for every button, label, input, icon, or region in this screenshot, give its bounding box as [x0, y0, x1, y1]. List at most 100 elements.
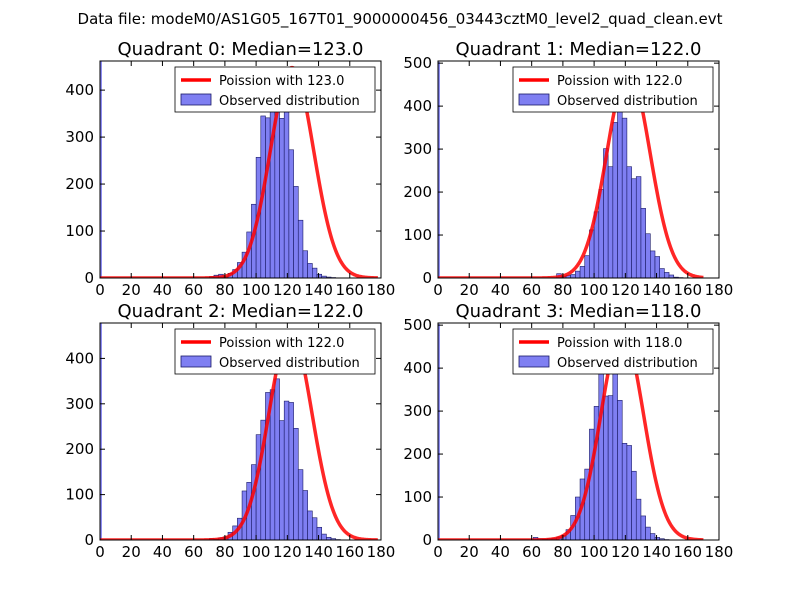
plot-area [438, 61, 705, 278]
x-tick-label: 100 [580, 543, 609, 561]
y-tick-label: 100 [65, 486, 94, 504]
legend-label-observed: Observed distribution [219, 94, 360, 109]
histogram-bar [635, 498, 642, 540]
histogram-bar [621, 117, 628, 278]
histogram-bar [607, 166, 614, 278]
histogram-bar [316, 526, 322, 540]
axes-frame [99, 60, 382, 279]
x-tick-label: 0 [433, 281, 443, 299]
poisson-curve [100, 65, 379, 278]
histogram-bar [293, 186, 299, 278]
histogram-bar [274, 378, 280, 540]
zero-bin-bar [438, 323, 440, 540]
y-tick-label: 0 [84, 269, 94, 287]
legend-label-poisson: Poission with 123.0 [219, 74, 344, 89]
x-tick-label: 60 [184, 281, 203, 299]
x-tick-label: 140 [642, 281, 671, 299]
axes-frame [437, 60, 720, 279]
histogram-bar [297, 469, 304, 540]
y-tick-label: 500 [403, 54, 432, 72]
y-tick-label: 400 [65, 81, 94, 99]
legend-label-observed: Observed distribution [219, 356, 360, 371]
chart-panels: 0 20 40 60 80 100 120 140 160 1800100200300400Qua… [65, 39, 733, 561]
histogram-bar [650, 533, 656, 540]
histogram-bar [312, 267, 318, 278]
chart-title: Quadrant 0: Median=123.0 [118, 39, 364, 60]
y-tick-label: 0 [422, 269, 432, 287]
x-tick-label: 160 [673, 543, 702, 561]
y-tick-label: 500 [403, 316, 432, 334]
histogram-bar [316, 273, 322, 278]
histogram-bar [293, 428, 299, 540]
x-tick-label: 40 [153, 543, 172, 561]
x-tick-label: 20 [122, 281, 141, 299]
figure-title: Data file: modeM0/AS1G05_167T01_90000004… [78, 10, 723, 29]
x-tick-label: 180 [367, 543, 396, 561]
legend-swatch-observed [518, 93, 550, 106]
zero-bin-bar [438, 61, 440, 278]
histogram-bar [302, 490, 308, 540]
legend-swatch-observed [180, 93, 212, 106]
y-tick-label: 200 [403, 183, 432, 201]
histogram-bar [598, 365, 604, 540]
poisson-curve [438, 69, 705, 278]
x-tick-label: 140 [304, 543, 333, 561]
x-tick-label: 60 [184, 543, 203, 561]
histogram-bar [307, 510, 313, 540]
y-tick-label: 400 [403, 359, 432, 377]
histogram-bar [255, 434, 262, 540]
histogram-bar [584, 255, 590, 278]
axes-frame [437, 322, 720, 541]
y-tick-label: 0 [84, 531, 94, 549]
histogram-bar [645, 233, 651, 278]
histogram-bar [617, 400, 623, 540]
x-tick-label: 60 [522, 281, 541, 299]
y-tick-label: 300 [65, 128, 94, 146]
histogram-bar [640, 515, 646, 540]
histogram-bar [570, 274, 576, 278]
legend-label-poisson: Poission with 118.0 [557, 336, 682, 351]
legend-swatch-observed [518, 355, 550, 368]
y-tick-label: 300 [403, 402, 432, 420]
histogram-bar [654, 256, 660, 278]
histogram-bar [607, 395, 614, 540]
plot-area [438, 323, 705, 540]
histogram-bar [589, 428, 595, 540]
histogram-bar [297, 219, 304, 278]
histogram-bar [579, 266, 586, 278]
histogram-bar [650, 250, 656, 278]
chart-title: Quadrant 2: Median=122.0 [118, 301, 364, 322]
histogram-bar [269, 389, 276, 540]
x-tick-label: 0 [95, 281, 105, 299]
chart-panel-1: 0 20 40 60 80 100 120 140 160 1800100200300400500… [403, 39, 733, 299]
histogram-bar [575, 270, 581, 278]
x-tick-label: 160 [673, 281, 702, 299]
y-tick-label: 100 [403, 488, 432, 506]
x-tick-label: 120 [273, 543, 302, 561]
histogram-bar [603, 395, 609, 540]
x-tick-label: 80 [553, 281, 572, 299]
legend-label-poisson: Poission with 122.0 [219, 336, 344, 351]
x-tick-label: 180 [705, 281, 734, 299]
histogram-bar [279, 420, 285, 540]
x-tick-label: 180 [367, 281, 396, 299]
histogram-bar [617, 105, 623, 278]
y-tick-label: 0 [422, 531, 432, 549]
x-tick-label: 140 [642, 543, 671, 561]
histogram-bar [312, 517, 318, 540]
x-tick-label: 120 [611, 543, 640, 561]
x-tick-label: 20 [460, 281, 479, 299]
x-tick-label: 100 [242, 543, 271, 561]
x-tick-label: 140 [304, 281, 333, 299]
histogram-bar [621, 443, 628, 540]
chart-title: Quadrant 3: Median=118.0 [456, 301, 702, 322]
histogram-bar [283, 400, 290, 540]
histogram-bar [612, 361, 618, 540]
histogram-bar [626, 445, 632, 540]
legend-label-observed: Observed distribution [557, 356, 698, 371]
y-tick-label: 100 [403, 226, 432, 244]
chart-panel-0: 0 20 40 60 80 100 120 140 160 1800100200300400Qua… [65, 39, 395, 299]
histogram-bar [302, 250, 308, 278]
poisson-curve [100, 329, 379, 540]
